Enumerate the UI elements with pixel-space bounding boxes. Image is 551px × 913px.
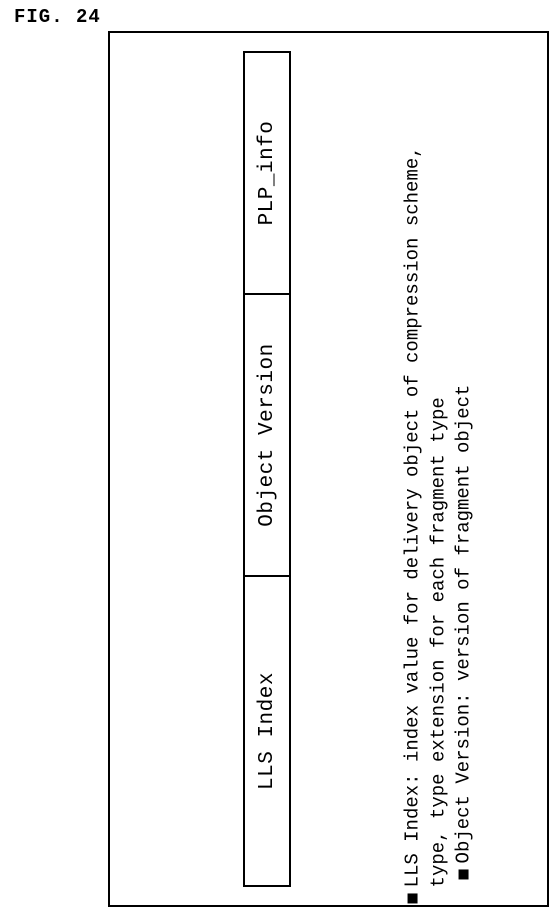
header-strip: LLS Index Object Version PLP_info <box>243 51 291 887</box>
bullet-item: LLS Index: index value for delivery obje… <box>400 203 451 903</box>
outer-frame: LLS Index Object Version PLP_info LLS In… <box>108 31 549 907</box>
bullet-item: Object Version: version of fragment obje… <box>451 203 477 903</box>
figure-label: FIG. 24 <box>14 6 101 28</box>
bullet-square-icon <box>458 869 468 879</box>
cell-object-version: Object Version <box>245 293 289 575</box>
bullet-text: LLS Index: index value for delivery obje… <box>400 146 451 887</box>
page: FIG. 24 LLS Index Object Version PLP_inf… <box>0 0 551 913</box>
cell-plp-info: PLP_info <box>245 53 289 293</box>
cell-lls-index: LLS Index <box>245 575 289 885</box>
bullet-square-icon <box>407 893 417 903</box>
bullet-text: Object Version: version of fragment obje… <box>451 385 477 864</box>
bullets-block: LLS Index: index value for delivery obje… <box>400 203 477 903</box>
